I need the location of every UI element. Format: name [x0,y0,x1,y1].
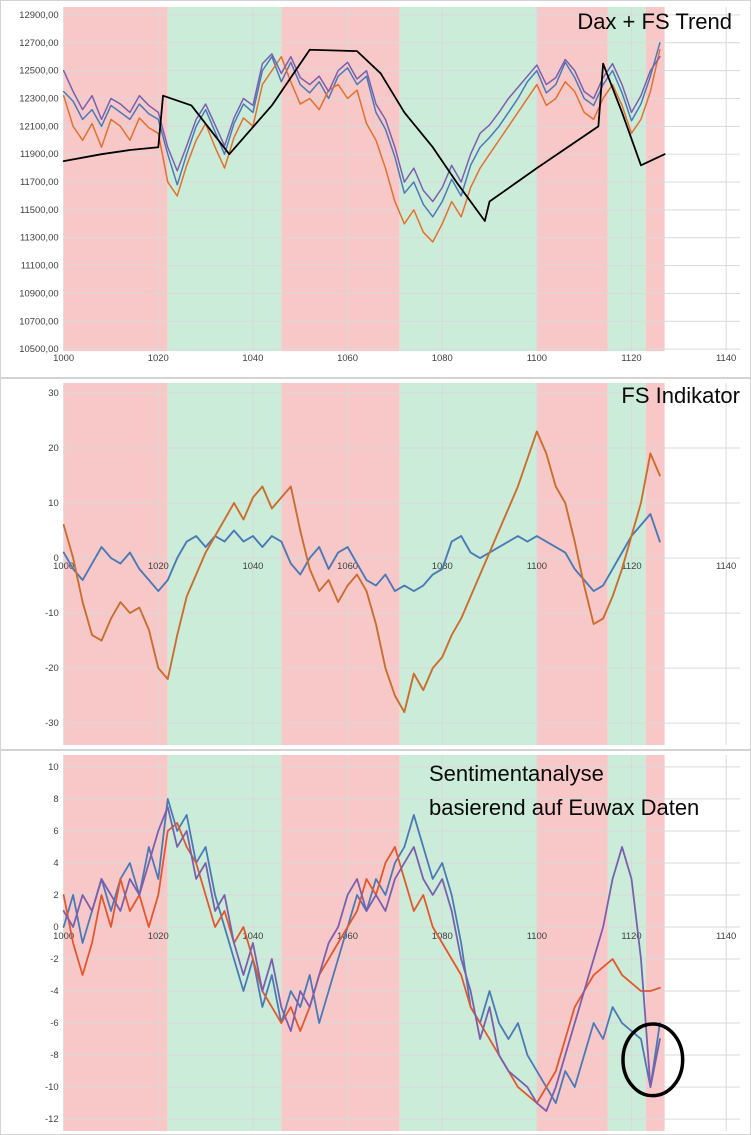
y-tick-label: 12100,00 [19,121,58,132]
x-tick-label: 1000 [53,561,74,572]
band-red [645,382,665,746]
band-green [399,382,537,746]
y-tick-label: 11300,00 [20,233,59,244]
x-tick-label: 1140 [716,931,736,942]
band-red [645,754,665,1132]
y-tick-label: -6 [50,1018,58,1029]
x-tick-label: 1060 [337,931,358,942]
x-tick-label: 1120 [621,561,641,572]
x-tick-label: 1060 [337,353,358,364]
x-tick-label: 1040 [242,353,263,364]
y-tick-label: 10 [48,762,58,773]
y-tick-label: 10500,00 [19,344,58,355]
band-red [281,382,400,746]
sentiment-title-line2: basierend auf Euwax Daten [429,795,700,820]
y-tick-label: 12300,00 [19,93,58,104]
y-tick-label: -4 [50,986,58,997]
y-tick-label: -10 [45,1082,59,1093]
chart-panel-fs-indikator: 30 20 10 0 -10 -20 -30 1000 1020 1040 1060 1080 1100… [0,378,751,750]
series-indicator-orange [62,430,661,714]
y-tick-label: 10 [48,498,58,509]
series-dax-orange [62,48,661,243]
chart-title-sentiment: Sentimentanalyse basierend auf Euwax Dat… [429,757,699,825]
chart-panel-dax-fs-trend: 12900,00 12700,00 12500,00 12300,00 12100,00… [0,0,751,378]
band-red [63,6,168,352]
band-red [536,6,608,352]
y-tick-label: 11900,00 [20,149,59,160]
x-tick-label: 1040 [242,931,263,942]
y-tick-label: 11100,00 [21,261,59,272]
band-green [167,754,282,1132]
x-tick-label: 1100 [527,561,547,572]
x-tick-label: 1000 [53,931,74,942]
chart-title-fs-indikator: FS Indikator [621,383,740,408]
band-red [63,754,168,1132]
y-tick-label: 10700,00 [19,316,58,327]
series-sentiment-purple [62,806,661,1112]
x-tick-label: 1020 [148,561,169,572]
band-red [63,382,168,746]
y-tick-label: -12 [45,1114,59,1125]
chart-panel-sentiment: 10 8 6 4 2 0 -2 -4 -6 -8 -10 -12 1000 1020 1040 1060 108… [0,750,751,1135]
y-tick-label: 0 [53,553,58,564]
x-tick-label: 1060 [337,561,358,572]
band-red [536,754,608,1132]
band-green [607,6,646,352]
band-green [399,754,537,1132]
y-tick-label: 10900,00 [19,288,58,299]
y-tick-label: 11700,00 [20,177,59,188]
series-dax-purple [62,53,661,203]
y-tick-label: -10 [45,608,59,619]
x-tick-label: 1140 [716,561,736,572]
sentiment-title-line1: Sentimentanalyse [429,761,604,786]
series-fs-trend-black [62,48,666,222]
band-red [281,6,400,352]
y-tick-label: -8 [50,1050,58,1061]
x-tick-label: 1120 [621,931,641,942]
y-tick-label: -20 [45,663,59,674]
x-tick-label: 1040 [242,561,263,572]
sentiment-chart: 10 8 6 4 2 0 -2 -4 -6 -8 -10 -12 1000 1020 1040 1060 108… [45,754,741,1132]
band-green [167,382,282,746]
x-tick-label: 1120 [621,353,641,364]
y-tick-label: -2 [50,954,58,965]
x-tick-label: 1020 [148,931,169,942]
y-tick-label: 6 [53,826,58,837]
y-tick-label: 20 [48,443,58,454]
y-tick-label: 12700,00 [19,38,58,49]
x-tick-label: 1080 [432,931,453,942]
y-tick-label: 30 [48,388,58,399]
band-red [281,754,400,1132]
chart-title-dax-fs-trend: Dax + FS Trend [577,9,732,34]
series-dax-blue [62,42,661,218]
x-tick-label: 1100 [527,931,547,942]
band-green [167,6,282,352]
band-green [607,382,646,746]
y-tick-label: 0 [53,922,58,933]
y-tick-label: 4 [53,858,58,869]
x-tick-label: 1080 [432,353,453,364]
x-tick-label: 1140 [716,353,736,364]
y-tick-label: -30 [45,718,59,729]
y-tick-label: 12500,00 [19,66,58,77]
x-tick-label: 1100 [527,353,547,364]
y-tick-label: 11500,00 [20,205,59,216]
highlight-circle-annotation [621,1022,685,1098]
dax-fs-trend-chart: 12900,00 12700,00 12500,00 12300,00 12100,00… [19,6,741,364]
band-green [399,6,537,352]
y-tick-label: 12900,00 [19,10,58,21]
series-sentiment-blue [62,798,661,1104]
x-tick-label: 1020 [148,353,169,364]
series-indicator-blue [62,513,661,592]
y-tick-label: 2 [53,890,58,901]
y-tick-label: 8 [53,794,58,805]
x-tick-label: 1000 [53,353,74,364]
